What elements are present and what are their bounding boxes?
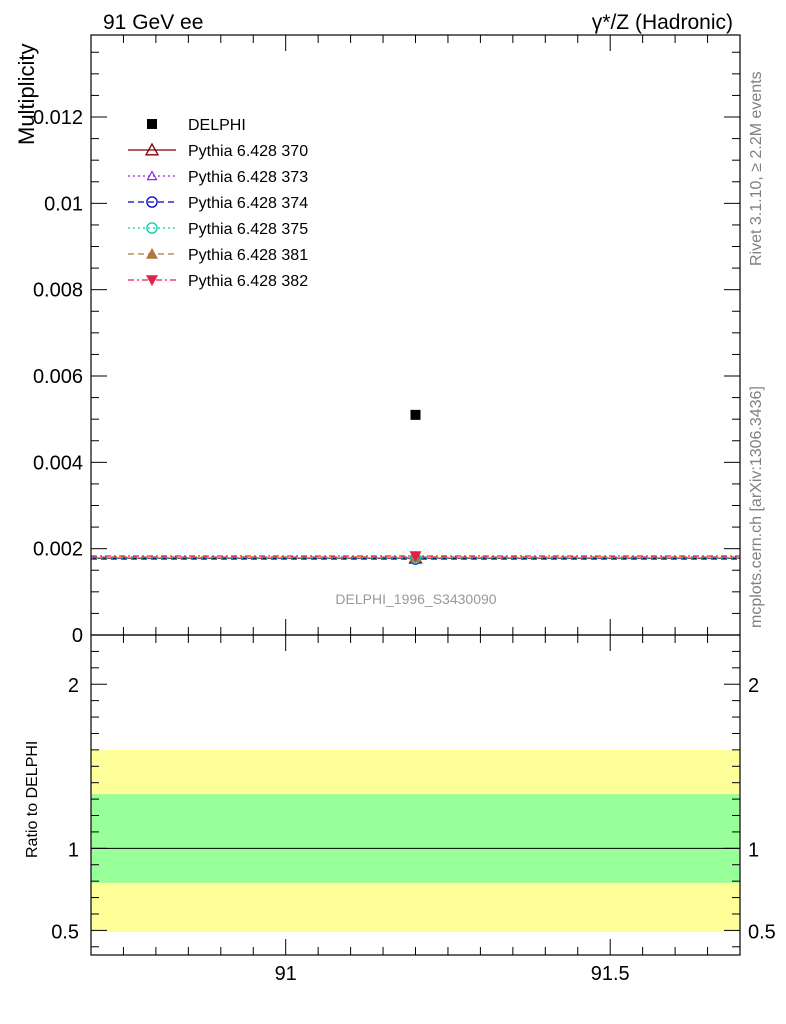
- ratio-band-inner: [91, 794, 740, 883]
- ratio-y-tick-label-right: 0.5: [748, 921, 776, 943]
- main-y-tick-label: 0.002: [33, 539, 83, 561]
- header-right-label: γ*/Z (Hadronic): [592, 11, 733, 34]
- legend-label: Pythia 6.428 381: [188, 247, 308, 264]
- ratio-y-tick-label: 2: [68, 675, 79, 697]
- ratio-y-axis-title: Ratio to DELPHI: [24, 741, 41, 858]
- main-y-tick-label: 0.004: [33, 452, 83, 474]
- legend-entry: Pythia 6.428 382: [128, 273, 308, 290]
- legend-marker-swatch: [146, 222, 158, 234]
- main-y-axis-title: Multiplicity: [14, 44, 39, 145]
- series-delphi: [410, 409, 421, 420]
- mcplots-side-label: mcplots.cern.ch [arXiv:1306.3436]: [748, 386, 765, 628]
- legend-entry: DELPHI: [147, 117, 246, 134]
- x-tick-label: 91.5: [591, 963, 630, 985]
- ratio-y-tick-label: 0.5: [51, 921, 79, 943]
- series-pythia-382: [90, 551, 741, 563]
- legend-marker-swatch: [146, 170, 158, 181]
- legend-entry: Pythia 6.428 381: [128, 247, 308, 264]
- main-y-tick-label: 0.012: [33, 107, 83, 129]
- legend-label: Pythia 6.428 373: [188, 169, 308, 186]
- legend-marker-swatch: [147, 119, 157, 129]
- legend: DELPHI Pythia 6.428 370 Pythia 6.428 373 Py…: [128, 117, 308, 290]
- ratio-y-tick-label: 1: [68, 839, 79, 861]
- ratio-y-tick-label-right: 2: [748, 675, 759, 697]
- analysis-watermark: DELPHI_1996_S3430090: [335, 591, 496, 607]
- header-left-label: 91 GeV ee: [103, 11, 203, 34]
- main-series-group: [90, 409, 741, 565]
- legend-label: DELPHI: [188, 117, 246, 134]
- legend-entry: Pythia 6.428 375: [128, 221, 308, 238]
- legend-label: Pythia 6.428 370: [188, 143, 308, 160]
- rivet-side-label: Rivet 3.1.10, ≥ 2.2M events: [748, 71, 765, 266]
- legend-entry: Pythia 6.428 370: [128, 142, 308, 160]
- series-point: [410, 409, 421, 420]
- ratio-y-tick-label-right: 1: [748, 839, 759, 861]
- series-point: [409, 551, 422, 563]
- main-y-tick-label: 0.006: [33, 366, 83, 388]
- main-y-tick-label: 0.008: [33, 280, 83, 302]
- main-y-tick-label: 0.01: [44, 193, 83, 215]
- legend-entry: Pythia 6.428 374: [128, 195, 308, 212]
- legend-label: Pythia 6.428 374: [188, 195, 308, 212]
- axis-tick-labels: 0 0.002 0.004 0.006 0.008 0.01 0.012 0.5 0.5 1 1 2 2…: [33, 107, 776, 985]
- legend-marker-swatch: [144, 142, 160, 156]
- legend-label: Pythia 6.428 375: [188, 221, 308, 238]
- ratio-bands: [91, 749, 740, 933]
- legend-label: Pythia 6.428 382: [188, 273, 308, 290]
- main-y-tick-label: 0: [72, 625, 83, 647]
- legend-entry: Pythia 6.428 373: [128, 169, 308, 186]
- legend-marker-swatch: [146, 196, 158, 208]
- legend-marker-swatch: [146, 248, 158, 259]
- axis-ticks: [90, 35, 741, 955]
- legend-marker-swatch: [146, 275, 158, 286]
- x-tick-label: 91: [275, 963, 297, 985]
